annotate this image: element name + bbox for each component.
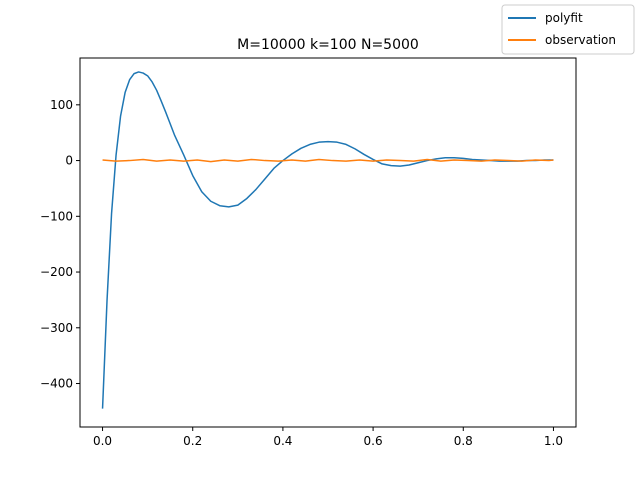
chart-title: M=10000 k=100 N=5000 — [237, 37, 419, 53]
x-tick-label: 0.8 — [454, 434, 473, 448]
y-tick-label: 0 — [65, 154, 73, 168]
y-tick-label: −200 — [40, 265, 73, 279]
y-tick-label: −400 — [40, 377, 73, 391]
y-axis: −400 −300 −200 −100 0 100 — [40, 98, 80, 391]
y-tick-label: 100 — [50, 98, 73, 112]
legend-label-polyfit: polyfit — [545, 11, 583, 25]
x-axis: 0.0 0.2 0.4 0.6 0.8 1.0 — [93, 427, 563, 448]
legend: polyfit observation — [501, 4, 635, 55]
legend-label-observation: observation — [545, 33, 616, 47]
x-tick-label: 0.0 — [93, 434, 112, 448]
plot-area — [79, 57, 577, 428]
y-tick-label: −300 — [40, 321, 73, 335]
series-line-observation — [102, 158, 554, 163]
x-tick-label: 1.0 — [544, 434, 563, 448]
axes-frame — [79, 57, 577, 428]
series-line-polyfit — [101, 71, 554, 409]
x-tick-label: 0.4 — [273, 434, 292, 448]
y-tick-label: −100 — [40, 209, 73, 223]
x-tick-label: 0.6 — [364, 434, 383, 448]
x-tick-label: 0.2 — [183, 434, 202, 448]
